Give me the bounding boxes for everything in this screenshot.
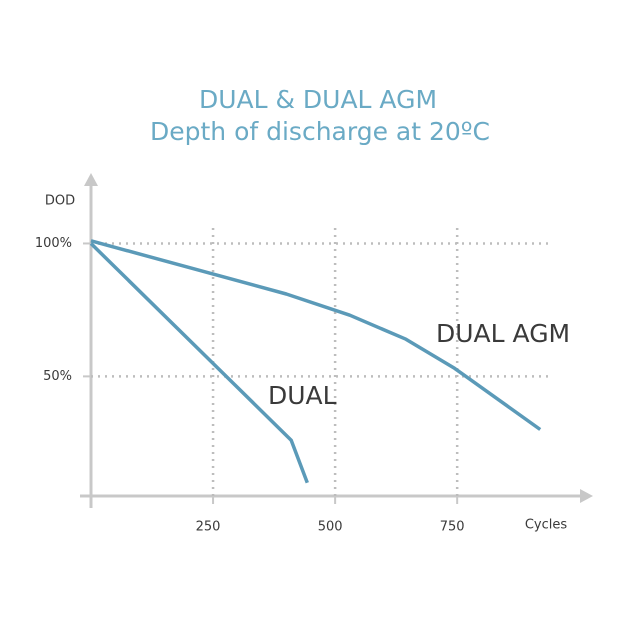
y-tick-label: 50%: [43, 369, 72, 384]
x-tick-label: 750: [440, 520, 465, 535]
y-axis-label: DOD: [45, 194, 75, 209]
x-tick-label: 500: [318, 520, 343, 535]
y-axis-arrow: [84, 173, 98, 186]
chart-title: DUAL & DUAL AGM: [199, 85, 437, 114]
series-label: DUAL AGM: [436, 319, 570, 348]
x-axis-label: Cycles: [525, 518, 568, 533]
series-line: [90, 239, 542, 431]
x-tick-label: 250: [196, 520, 221, 535]
x-axis-arrow: [580, 489, 593, 503]
series-label: DUAL: [268, 381, 337, 410]
series-line: [89, 242, 309, 484]
y-tick-label: 100%: [35, 236, 72, 251]
chart-subtitle: Depth of discharge at 20ºC: [150, 117, 490, 146]
